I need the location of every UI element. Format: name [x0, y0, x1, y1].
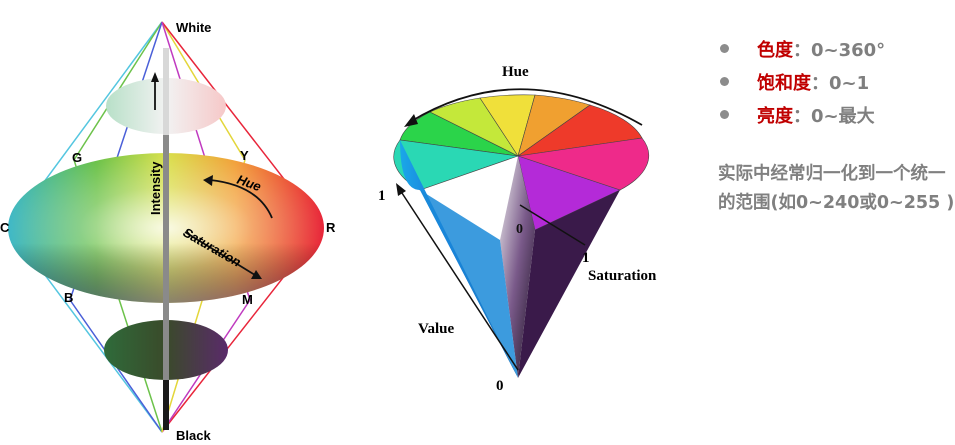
- cone-cut-face: [500, 156, 535, 378]
- hsi-double-cone-diagram: White Black G Y C R B M Intensity Hue Sa…: [0, 20, 336, 443]
- hsv-range-list: 色度 ：0~360° 饱和度 ：0~1 亮度 ：0~最大: [720, 32, 955, 131]
- label-g: G: [72, 150, 82, 165]
- hsv-label-one-sat: 1: [582, 250, 590, 266]
- cone-right-face: [518, 190, 620, 378]
- bullet-term: 饱和度: [757, 72, 811, 94]
- list-item: 亮度 ：0~最大: [720, 98, 955, 131]
- hsv-label-one-value: 1: [378, 188, 386, 204]
- label-black: Black: [176, 428, 211, 443]
- label-white: White: [176, 20, 211, 35]
- list-item: 饱和度 ：0~1: [720, 65, 955, 98]
- hsv-label-saturation: Saturation: [588, 268, 657, 284]
- bullet-range: ：0~360°: [793, 39, 886, 61]
- hsv-label-zero-apex: 0: [496, 378, 504, 390]
- hsv-label-zero-center: 0: [516, 222, 523, 237]
- label-intensity: Intensity: [148, 161, 163, 215]
- label-m: M: [242, 292, 253, 307]
- list-item: 色度 ：0~360°: [720, 32, 955, 65]
- hsv-label-value: Value: [418, 321, 454, 337]
- saturation-line: [519, 204, 586, 246]
- hsv-cone-diagram: Hue 1 0 1 Saturation Value 0: [378, 64, 657, 390]
- saturation-arrow: [184, 231, 256, 276]
- value-arrow: [399, 189, 519, 371]
- bullet-range: ：0~最大: [793, 105, 875, 127]
- hsv-hue-arrow: [409, 88, 643, 126]
- label-y: Y: [240, 148, 249, 163]
- hue-arrow: [209, 179, 273, 219]
- label-c: C: [0, 220, 10, 235]
- hue-top-disc: [393, 94, 649, 231]
- bullet-dot-icon: [720, 110, 729, 119]
- bullet-term: 色度: [757, 39, 793, 61]
- label-b: B: [64, 290, 73, 305]
- normalization-note: 实际中经常归一化到一个统一的范围(如0~240或0~255 ): [718, 164, 955, 213]
- bullet-term: 亮度: [757, 105, 793, 127]
- bullet-dot-icon: [720, 77, 729, 86]
- bullet-dot-icon: [720, 44, 729, 53]
- hsv-label-hue: Hue: [502, 64, 529, 80]
- label-r: R: [326, 220, 336, 235]
- bullet-range: ：0~1: [811, 72, 870, 94]
